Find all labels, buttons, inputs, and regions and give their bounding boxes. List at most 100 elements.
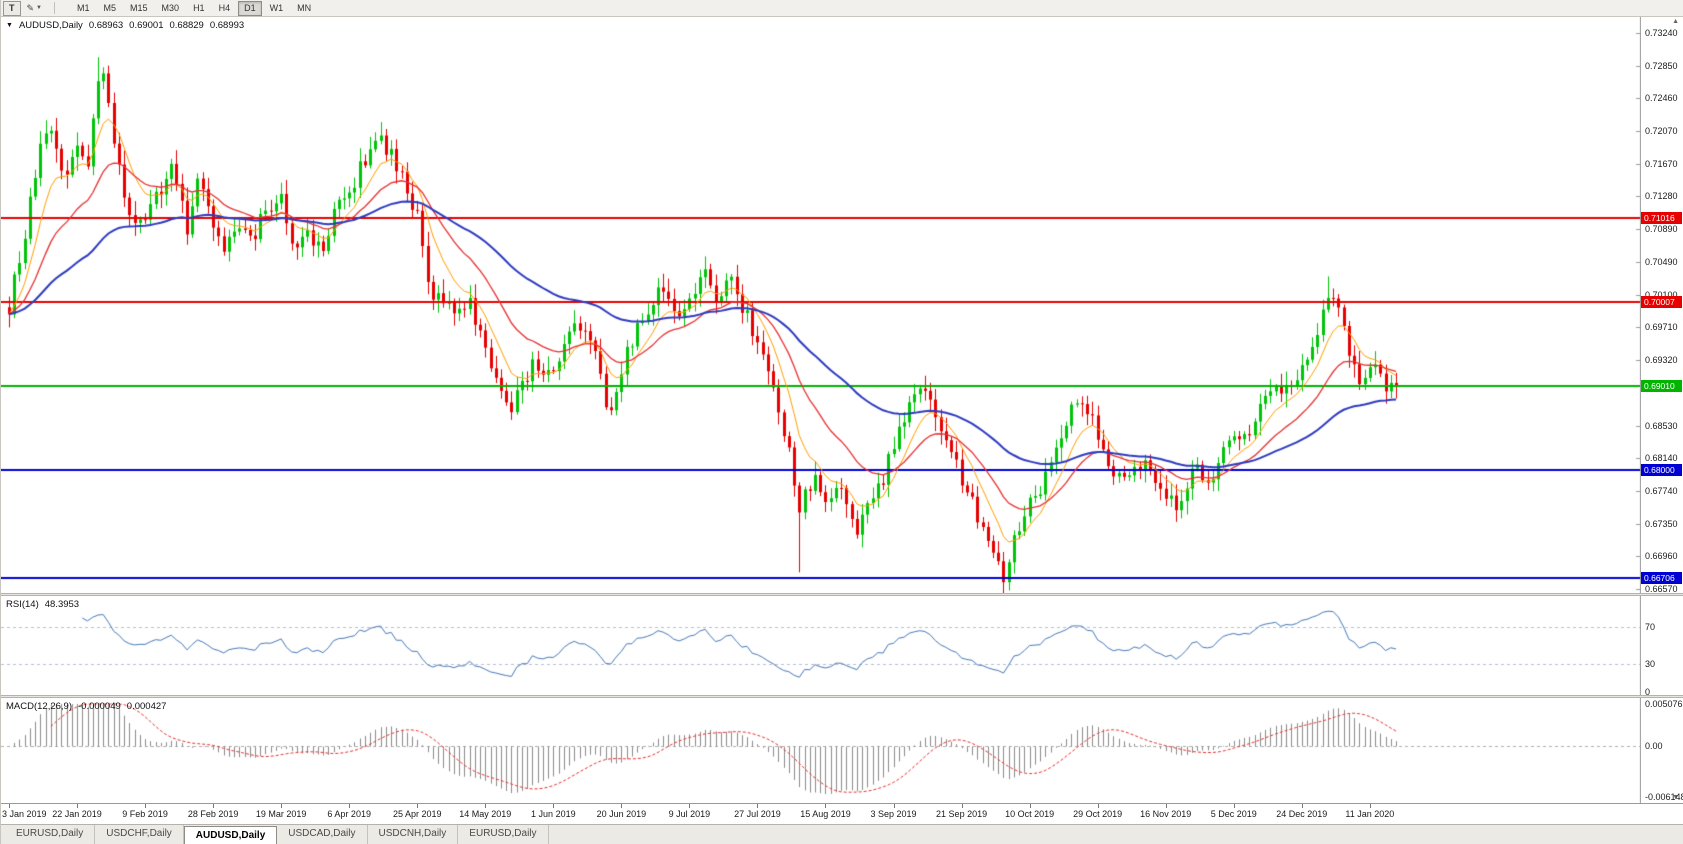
price-tick-label: 0.70890 [1645, 223, 1678, 234]
price-tick-label: 0.71280 [1645, 191, 1678, 202]
price-tick-label: 0.68530 [1645, 420, 1678, 431]
date-tick-mark [9, 804, 10, 808]
timeframe-button-mn[interactable]: MN [291, 1, 317, 16]
rsi-tick-label: 30 [1645, 659, 1656, 670]
panel-splitter[interactable] [1, 695, 1683, 698]
date-tick-mark [1370, 804, 1371, 808]
draw-tool-button[interactable]: ✎ ▼ [21, 1, 49, 16]
macd-canvas[interactable] [1, 698, 1641, 803]
price-tick-label: 0.66570 [1645, 584, 1678, 594]
ohlc-open: 0.68963 [88, 20, 124, 31]
date-tick-label: 21 Sep 2019 [936, 809, 988, 819]
macd-tick-label: 0.00 [1645, 741, 1663, 752]
date-tick-mark [281, 804, 282, 808]
chart-title: ▼ AUDUSD,Daily 0.68963 0.69001 0.68829 0… [6, 20, 244, 31]
rsi-panel: RSI(14) 48.3953 70 30 0 [1, 596, 1683, 697]
timeframe-button-w1[interactable]: W1 [264, 1, 290, 16]
rsi-name: RSI(14) [6, 599, 39, 610]
rsi-label: RSI(14) 48.3953 [6, 599, 79, 610]
rsi-tick-label: 0 [1645, 687, 1651, 697]
rsi-axis: 70 30 0 [1641, 596, 1683, 697]
date-tick-label: 27 Jul 2019 [734, 809, 781, 819]
price-tick-label: 0.73240 [1645, 28, 1678, 38]
price-tick-label: 0.72070 [1645, 125, 1678, 136]
macd-name: MACD(12,26,9) [6, 701, 72, 712]
price-line-label: 0.68000 [1641, 463, 1682, 476]
chart-tab-eurusd-daily[interactable]: EURUSD,Daily [5, 825, 96, 844]
date-tick-label: 3 Sep 2019 [870, 809, 917, 819]
date-tick-label: 25 Apr 2019 [392, 809, 442, 819]
date-tick-label: 11 Jan 2020 [1345, 809, 1395, 819]
macd-value: -0.000049 [78, 701, 121, 712]
date-tick-mark [1030, 804, 1031, 808]
main-chart-canvas[interactable] [1, 17, 1641, 593]
date-tick-mark [1098, 804, 1099, 808]
timeframe-button-m15[interactable]: M15 [124, 1, 154, 16]
price-tick-label: 0.67740 [1645, 486, 1678, 497]
date-tick-mark [757, 804, 758, 808]
chart-tab-eurusd-daily[interactable]: EURUSD,Daily [458, 825, 549, 844]
date-tick-mark [621, 804, 622, 808]
macd-tick-label: -0.006148 [1645, 792, 1683, 802]
timeframe-button-h4[interactable]: H4 [213, 1, 237, 16]
chart-tab-audusd-daily[interactable]: AUDUSD,Daily [183, 826, 278, 844]
chart-dropdown-icon[interactable]: ▼ [6, 22, 13, 29]
ohlc-close: 0.68993 [209, 20, 245, 31]
chart-tab-usdcad-daily[interactable]: USDCAD,Daily [277, 825, 368, 844]
toolbar-separator [54, 2, 55, 14]
price-tick-label: 0.70100 [1645, 289, 1678, 300]
date-tick-label: 5 Dec 2019 [1210, 809, 1257, 819]
date-tick-mark [77, 804, 78, 808]
chart-symbol-label: AUDUSD,Daily [18, 20, 83, 31]
date-tick-label: 20 Jun 2019 [596, 809, 647, 819]
price-tick-label: 0.69710 [1645, 322, 1678, 333]
date-tick-mark [553, 804, 554, 808]
macd-panel: MACD(12,26,9) -0.000049 0.000427 ▼ 0.005… [1, 698, 1683, 803]
price-tick-label: 0.67350 [1645, 518, 1678, 529]
timeframe-button-m5[interactable]: M5 [98, 1, 123, 16]
chart-tab-usdcnh-daily[interactable]: USDCNH,Daily [368, 825, 459, 844]
date-tick-mark [349, 804, 350, 808]
macd-signal-value: 0.000427 [126, 701, 167, 712]
rsi-tick-label: 70 [1645, 621, 1656, 632]
rsi-canvas[interactable] [1, 596, 1641, 695]
price-tick-label: 0.66960 [1645, 551, 1678, 562]
ohlc-low: 0.68829 [169, 20, 204, 31]
timeframe-button-m30[interactable]: M30 [156, 1, 186, 16]
rsi-value: 48.3953 [44, 599, 80, 610]
date-tick-label: 1 Jun 2019 [531, 809, 576, 819]
macd-axis: ▼ 0.005076 0.00 -0.006148 [1641, 698, 1683, 803]
chart-tab-usdchf-daily[interactable]: USDCHF,Daily [95, 825, 184, 844]
price-tick-label: 0.71670 [1645, 158, 1678, 169]
tool-t-button[interactable]: T [3, 0, 21, 16]
price-tick-label: 0.68140 [1645, 453, 1678, 464]
date-tick-label: 6 Apr 2019 [327, 809, 371, 819]
macd-tick-label: 0.005076 [1645, 699, 1683, 709]
price-tick-label: 0.72850 [1645, 60, 1678, 71]
scroll-up-icon[interactable]: ▲ [1672, 18, 1679, 25]
timeframe-button-m1[interactable]: M1 [71, 1, 96, 16]
date-tick-label: 22 Jan 2019 [52, 809, 102, 819]
timeframe-button-h1[interactable]: H1 [187, 1, 211, 16]
date-tick-mark [894, 804, 895, 808]
chart-tab-bar: EURUSD,Daily USDCHF,Daily AUDUSD,Daily USDC… [1, 824, 1683, 844]
date-tick-mark [962, 804, 963, 808]
timeframe-button-d1[interactable]: D1 [238, 0, 262, 16]
price-tick-label: 0.69320 [1645, 354, 1678, 365]
ohlc-high: 0.69001 [129, 20, 164, 31]
date-tick-mark [1166, 804, 1167, 808]
price-tick-label: 0.70490 [1645, 257, 1678, 268]
panel-splitter[interactable] [1, 593, 1683, 596]
date-tick-label: 16 Nov 2019 [1140, 809, 1192, 819]
date-axis: 3 Jan 2019 22 Jan 2019 9 Feb 2019 28 Feb 20… [1, 803, 1683, 824]
price-line-label: 0.71016 [1641, 212, 1682, 225]
date-tick-mark [485, 804, 486, 808]
date-tick-label: 14 May 2019 [459, 809, 512, 819]
scroll-down-icon[interactable]: ▼ [1672, 794, 1679, 801]
top-toolbar: T ✎ ▼ M1 M5 M15 M30 H1 H4 D1 W1 MN [1, 0, 1683, 17]
date-tick-label: 10 Oct 2019 [1005, 809, 1055, 819]
date-tick-mark [145, 804, 146, 808]
main-chart-panel: ▼ AUDUSD,Daily 0.68963 0.69001 0.68829 0… [1, 17, 1683, 594]
date-tick-mark [1234, 804, 1235, 808]
